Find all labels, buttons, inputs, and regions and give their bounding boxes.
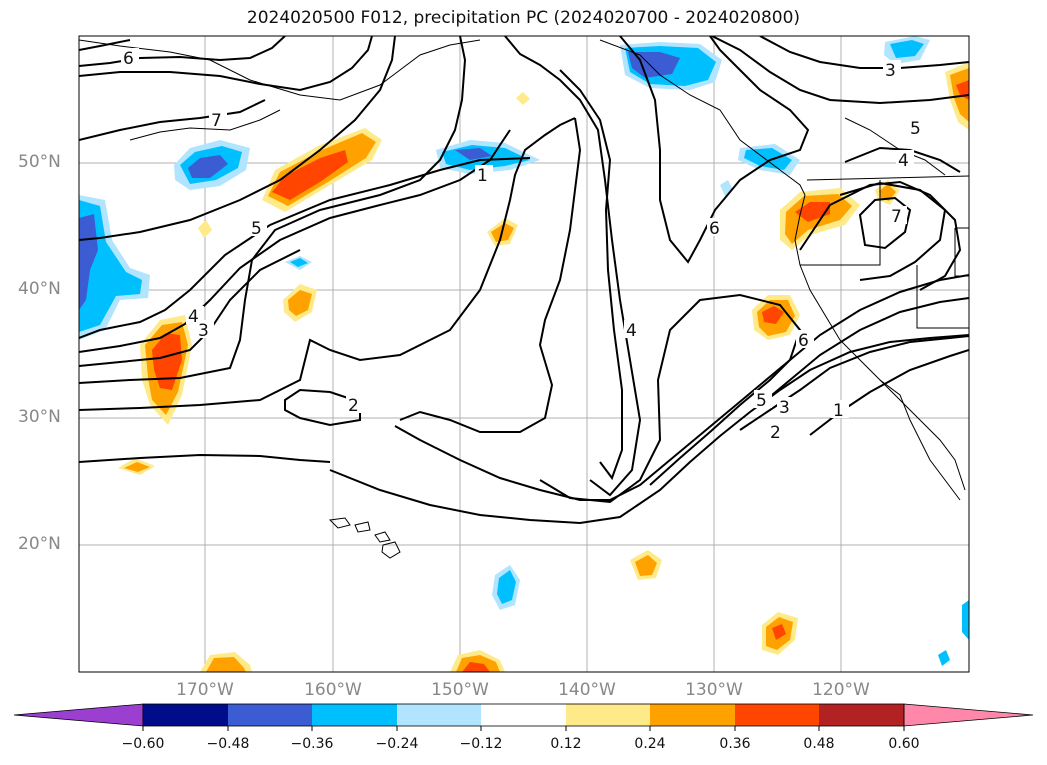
contour-label: 6: [709, 219, 720, 239]
lat-label: 50°N: [18, 152, 61, 172]
contour-label: 6: [798, 331, 809, 351]
lat-label: 30°N: [18, 407, 61, 427]
lat-label: 20°N: [18, 534, 61, 554]
contour-label: 3: [885, 61, 896, 81]
colorbar-tick-label: −0.12: [459, 736, 503, 752]
contour-label: 1: [833, 401, 844, 421]
colorbar-tick-label: −0.36: [290, 736, 334, 752]
contour-label: 2: [770, 423, 781, 443]
lat-label: 40°N: [18, 279, 61, 299]
contour-label: 3: [779, 398, 790, 418]
colorbar-bin: [735, 704, 819, 726]
contour-label: 7: [211, 111, 222, 131]
lon-label: 120°W: [812, 680, 870, 700]
contour-label: 5: [756, 391, 767, 411]
colorbar-extend-low: [13, 703, 144, 727]
contour-label: 2: [348, 396, 359, 416]
colorbar-extend-high: [903, 703, 1034, 727]
map-frame: [78, 35, 970, 673]
lon-label: 160°W: [304, 680, 362, 700]
colorbar-bin: [566, 704, 650, 726]
lon-label: 170°W: [176, 680, 234, 700]
lon-label: 130°W: [685, 680, 743, 700]
contour-label: 5: [910, 119, 921, 139]
colorbar-tick-label: −0.48: [206, 736, 250, 752]
contour-label: 4: [898, 151, 909, 171]
colorbar-bin: [650, 704, 735, 726]
lon-label: 150°W: [431, 680, 489, 700]
colorbar-bin: [397, 704, 481, 726]
colorbar-tick-label: −0.60: [121, 736, 165, 752]
map-area: 6 7 5 4 3 1 2 4 6 5 3 2 1 3: [79, 36, 969, 672]
colorbar-tick-label: 0.24: [634, 736, 666, 752]
colorbar-tick-label: −0.24: [375, 736, 419, 752]
contour-label: 4: [188, 307, 199, 327]
colorbar-tick-label: 0.12: [550, 736, 582, 752]
colorbar-bin: [143, 704, 228, 726]
colorbar-bin: [481, 704, 566, 726]
colorbar: [13, 703, 1034, 731]
lon-label: 140°W: [558, 680, 616, 700]
negative-anomalies: [79, 36, 969, 666]
contour-label: 6: [123, 49, 134, 69]
colorbar-bin: [228, 704, 313, 726]
colorbar-tick-label: 0.60: [888, 736, 920, 752]
contour-label: 7: [891, 207, 902, 227]
gridlines: [79, 36, 969, 672]
contour-label: 4: [626, 321, 637, 341]
contour-label: 1: [477, 166, 488, 186]
colorbar-bin: [819, 704, 904, 726]
contour-label-group: 6 7 5 4 3 1 2 4 6 5 3 2 1 3: [121, 48, 926, 443]
contour-label: 5: [251, 219, 262, 239]
colorbar-tick-label: 0.36: [719, 736, 751, 752]
contour-label: 3: [198, 321, 209, 341]
colorbar-tick-label: 0.48: [803, 736, 835, 752]
map-title: 2024020500 F012, precipitation PC (20240…: [246, 8, 801, 28]
contour-lines: [79, 36, 969, 525]
colorbar-bin: [312, 704, 397, 726]
